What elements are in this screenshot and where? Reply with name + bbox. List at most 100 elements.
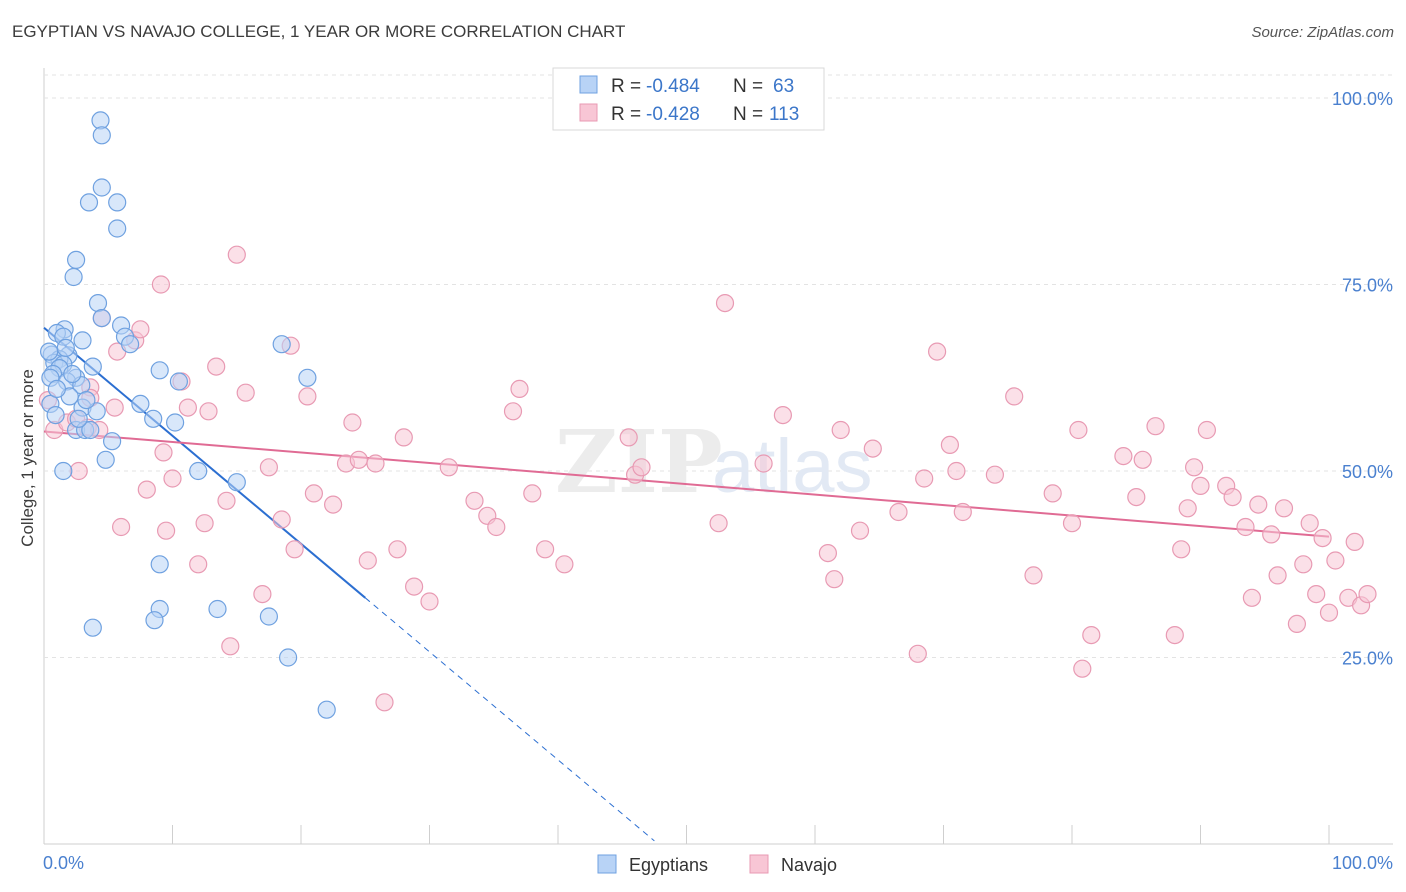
point-navajo-53 bbox=[510, 379, 529, 398]
point-navajo-32 bbox=[272, 510, 291, 529]
point-navajo-110 bbox=[1345, 532, 1364, 552]
x-tick-label-max: 100.0% bbox=[1332, 853, 1393, 873]
chart-title: EGYPTIAN VS NAVAJO COLLEGE, 1 YEAR OR MO… bbox=[12, 22, 626, 41]
point-navajo-99 bbox=[1262, 525, 1281, 544]
point-egyptians-49 bbox=[83, 618, 102, 637]
stats-r-label-egyptians: R = bbox=[611, 76, 646, 97]
point-navajo-65 bbox=[825, 570, 844, 589]
point-navajo-59 bbox=[632, 458, 651, 477]
point-navajo-112 bbox=[1358, 584, 1377, 604]
point-egyptians-1 bbox=[92, 126, 111, 145]
point-navajo-108 bbox=[1326, 551, 1345, 570]
point-navajo-21 bbox=[178, 398, 197, 417]
point-navajo-105 bbox=[1307, 584, 1326, 604]
watermark: ZIP atlas bbox=[555, 412, 873, 513]
point-egyptians-4 bbox=[108, 193, 127, 212]
point-navajo-15 bbox=[137, 480, 156, 499]
point-egyptians-36 bbox=[166, 413, 185, 432]
point-navajo-35 bbox=[298, 387, 317, 406]
point-navajo-55 bbox=[535, 540, 555, 559]
trend-lines bbox=[43, 327, 1330, 842]
point-navajo-68 bbox=[863, 439, 882, 458]
stats-n-value-navajo: 113 bbox=[769, 104, 799, 125]
series-legend: Egyptians Navajo bbox=[597, 854, 837, 875]
point-navajo-104 bbox=[1300, 514, 1319, 533]
point-navajo-51 bbox=[487, 517, 506, 537]
point-navajo-27 bbox=[221, 637, 240, 656]
grid-lines bbox=[44, 74, 1393, 658]
point-navajo-60 bbox=[709, 514, 728, 533]
point-navajo-100 bbox=[1268, 566, 1287, 585]
stats-legend-box bbox=[552, 67, 825, 131]
point-navajo-57 bbox=[619, 428, 638, 447]
point-navajo-19 bbox=[163, 469, 182, 488]
point-egyptians-47 bbox=[145, 611, 164, 630]
point-egyptians-42 bbox=[54, 461, 73, 481]
point-navajo-102 bbox=[1287, 614, 1307, 634]
point-navajo-44 bbox=[388, 540, 407, 559]
point-egyptians-60 bbox=[46, 406, 65, 425]
point-egyptians-15 bbox=[92, 309, 111, 328]
legend-label-egyptians: Egyptians bbox=[629, 855, 708, 875]
point-navajo-93 bbox=[1197, 420, 1217, 440]
point-navajo-56 bbox=[555, 555, 574, 574]
point-navajo-91 bbox=[1184, 458, 1204, 477]
y-tick-label-75: 75.0% bbox=[1342, 276, 1393, 296]
point-navajo-41 bbox=[358, 551, 377, 570]
point-navajo-54 bbox=[523, 484, 542, 503]
point-navajo-52 bbox=[503, 402, 523, 421]
point-egyptians-59 bbox=[131, 394, 150, 413]
point-egyptians-58 bbox=[77, 391, 96, 410]
point-navajo-6 bbox=[69, 461, 88, 481]
point-navajo-18 bbox=[157, 521, 176, 540]
point-egyptians-39 bbox=[81, 420, 100, 440]
trend-line-navajo bbox=[43, 430, 1330, 538]
point-navajo-34 bbox=[285, 540, 304, 559]
point-navajo-12 bbox=[111, 517, 131, 537]
y-axis-title: College, 1 year or more bbox=[18, 369, 37, 547]
x-ticks bbox=[43, 825, 1330, 844]
point-egyptians-5 bbox=[108, 219, 127, 238]
point-navajo-49 bbox=[465, 491, 484, 510]
stats-r-value-navajo: -0.428 bbox=[646, 104, 700, 125]
y-tick-labels: 25.0% 50.0% 75.0% 100.0% bbox=[1332, 89, 1393, 669]
point-navajo-43 bbox=[375, 693, 394, 712]
point-egyptians-3 bbox=[79, 193, 99, 212]
point-navajo-30 bbox=[253, 584, 272, 604]
point-navajo-29 bbox=[236, 383, 255, 402]
point-navajo-85 bbox=[1127, 488, 1146, 507]
point-navajo-62 bbox=[754, 454, 773, 473]
point-egyptians-6 bbox=[66, 250, 86, 269]
point-egyptians-7 bbox=[64, 267, 83, 287]
point-navajo-81 bbox=[1069, 420, 1088, 440]
point-navajo-107 bbox=[1319, 603, 1339, 622]
point-navajo-106 bbox=[1313, 528, 1332, 548]
point-navajo-14 bbox=[131, 320, 150, 339]
stats-swatch-egyptians bbox=[579, 75, 598, 94]
point-navajo-77 bbox=[1005, 387, 1024, 406]
point-egyptians-57 bbox=[56, 338, 75, 357]
chart-source: Source: ZipAtlas.com bbox=[1251, 24, 1394, 41]
point-navajo-90 bbox=[1178, 499, 1197, 518]
point-navajo-84 bbox=[1114, 447, 1133, 466]
point-navajo-96 bbox=[1236, 517, 1255, 537]
stats-r-value-egyptians: -0.484 bbox=[646, 76, 700, 97]
point-navajo-71 bbox=[915, 469, 934, 488]
stats-swatch-navajo bbox=[579, 103, 598, 122]
point-navajo-69 bbox=[889, 502, 908, 522]
point-navajo-80 bbox=[1062, 514, 1082, 533]
y-tick-label-50: 50.0% bbox=[1342, 462, 1393, 482]
point-navajo-101 bbox=[1274, 499, 1294, 518]
point-egyptians-8 bbox=[88, 294, 108, 313]
point-navajo-79 bbox=[1043, 484, 1062, 503]
point-navajo-61 bbox=[715, 294, 735, 313]
point-navajo-88 bbox=[1165, 625, 1184, 645]
point-egyptians-43 bbox=[227, 473, 246, 492]
point-navajo-42 bbox=[366, 454, 385, 473]
stats-r-label-navajo: R = bbox=[611, 104, 646, 125]
point-navajo-103 bbox=[1294, 555, 1313, 574]
point-egyptians-54 bbox=[47, 379, 67, 398]
point-navajo-75 bbox=[953, 502, 972, 522]
point-egyptians-48 bbox=[259, 607, 278, 626]
